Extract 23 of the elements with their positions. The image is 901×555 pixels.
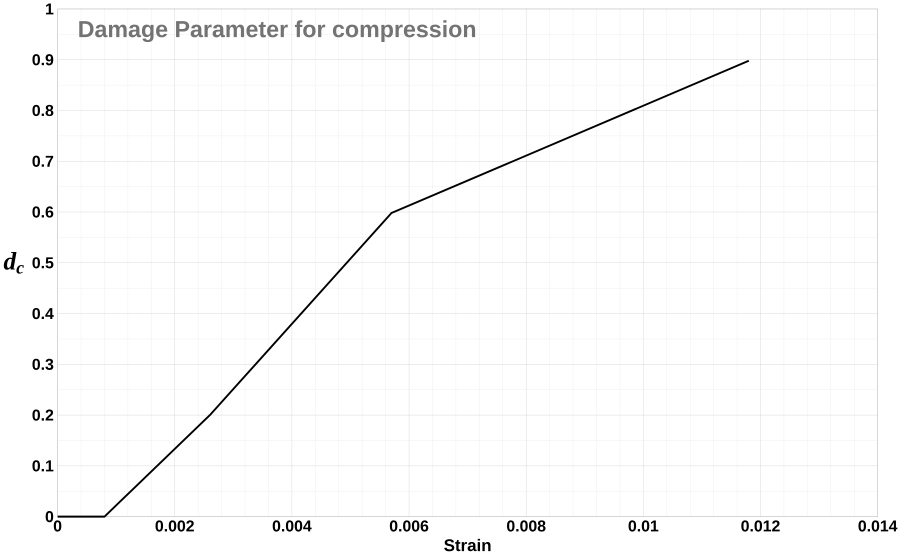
x-tick-label: 0.012: [741, 520, 780, 532]
y-tick-label: 0.4: [32, 308, 54, 320]
y-tick-label: 0.7: [32, 156, 54, 167]
y-tick-label: 0.2: [32, 410, 54, 421]
x-tick-label: 0.002: [156, 520, 194, 532]
y-axis-title: d$_{c}$: [4, 252, 24, 274]
y-tick-label: 1: [46, 4, 54, 15]
y-tick-label: 0.1: [32, 460, 54, 472]
x-tick-label: 0.006: [390, 520, 428, 532]
x-tick-label: 0.004: [272, 520, 312, 532]
x-tick-label: 0: [54, 520, 62, 532]
y-tick-label: 0.8: [32, 105, 54, 116]
x-tick-label: 0.01: [628, 520, 658, 532]
line-series: [56, 60, 750, 518]
x-tick-label: 0.014: [858, 520, 898, 532]
x-axis-title: Strain: [444, 538, 491, 552]
y-tick-label: 0.5: [32, 257, 54, 269]
y-tick-label: 0: [46, 511, 54, 522]
y-tick-label: 0.9: [32, 54, 54, 66]
y-tick-label: 0.3: [32, 358, 54, 370]
x-tick-label: 0.008: [507, 520, 546, 532]
chart-title: Damage Parameter for compression: [79, 20, 476, 42]
y-tick-label: 0.6: [32, 206, 54, 218]
